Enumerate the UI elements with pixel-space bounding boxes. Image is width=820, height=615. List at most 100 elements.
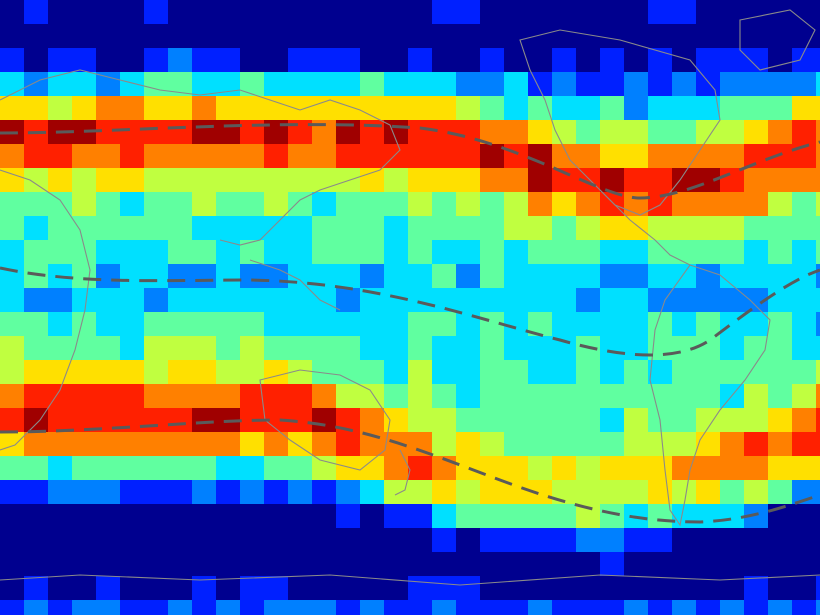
heatmap-cell — [192, 552, 216, 576]
heatmap-cell — [432, 24, 456, 48]
heatmap-cell — [216, 552, 240, 576]
heatmap-cell — [288, 576, 312, 600]
heatmap-cell — [528, 408, 552, 432]
heatmap-cell — [288, 528, 312, 552]
heatmap-cell — [576, 552, 600, 576]
heatmap-cell — [504, 408, 528, 432]
heatmap-cell — [384, 360, 408, 384]
heatmap-cell — [696, 456, 720, 480]
heatmap-cell — [792, 192, 816, 216]
heatmap-cell — [144, 288, 168, 312]
heatmap-cell — [696, 192, 720, 216]
heatmap-cell — [744, 528, 768, 552]
heatmap-cell — [408, 216, 432, 240]
heatmap-cell — [0, 240, 24, 264]
heatmap-cell — [360, 120, 384, 144]
heatmap-cell — [288, 552, 312, 576]
heatmap-cell — [120, 48, 144, 72]
heatmap-cell — [648, 96, 672, 120]
heatmap-cell — [672, 288, 696, 312]
heatmap-cell — [552, 216, 576, 240]
heatmap-cell — [384, 240, 408, 264]
heatmap-cell — [792, 576, 816, 600]
heatmap-cell — [672, 360, 696, 384]
heatmap-cell — [480, 216, 504, 240]
heatmap-cell — [120, 24, 144, 48]
heatmap-cell — [672, 600, 696, 615]
heatmap-cell — [96, 168, 120, 192]
heatmap-cell — [744, 312, 768, 336]
heatmap-cell — [504, 288, 528, 312]
heatmap-cell — [528, 504, 552, 528]
heatmap-cell — [768, 192, 792, 216]
heatmap-cell — [72, 288, 96, 312]
heatmap-cell — [216, 192, 240, 216]
heatmap-cell — [696, 504, 720, 528]
heatmap-cell — [120, 72, 144, 96]
heatmap-cell — [96, 528, 120, 552]
heatmap-cell — [600, 0, 624, 24]
heatmap-cell — [456, 96, 480, 120]
heatmap-cell — [624, 552, 648, 576]
heatmap-cell — [312, 96, 336, 120]
heatmap-cell — [552, 360, 576, 384]
heatmap-cell — [384, 336, 408, 360]
heatmap-cell — [288, 216, 312, 240]
heatmap-cell — [312, 24, 336, 48]
heatmap-cell — [96, 552, 120, 576]
heatmap-cell — [192, 96, 216, 120]
heatmap-cell — [312, 336, 336, 360]
heatmap-cell — [96, 504, 120, 528]
heatmap-cell — [264, 504, 288, 528]
heatmap-cell — [600, 168, 624, 192]
heatmap-cell — [744, 432, 768, 456]
heatmap-cell — [144, 264, 168, 288]
heatmap-cell — [528, 456, 552, 480]
heatmap-cell — [312, 480, 336, 504]
heatmap-cell — [288, 456, 312, 480]
heatmap-cell — [432, 408, 456, 432]
heatmap-cell — [720, 408, 744, 432]
heatmap-cell — [120, 120, 144, 144]
heatmap-cell — [0, 432, 24, 456]
heatmap-cell — [504, 144, 528, 168]
heatmap-cell — [456, 360, 480, 384]
heatmap-cell — [816, 480, 820, 504]
heatmap-cell — [528, 96, 552, 120]
heatmap-cell — [264, 288, 288, 312]
heatmap-cell — [600, 144, 624, 168]
heatmap-cell — [120, 456, 144, 480]
heatmap-cell — [96, 24, 120, 48]
heatmap-cell — [528, 336, 552, 360]
heatmap-cell — [744, 96, 768, 120]
heatmap-cell — [408, 72, 432, 96]
heatmap-cell — [456, 288, 480, 312]
heatmap-cell — [504, 432, 528, 456]
heatmap-cell — [216, 168, 240, 192]
heatmap-cell — [792, 408, 816, 432]
heatmap-cell — [528, 120, 552, 144]
heatmap-cell — [96, 216, 120, 240]
heatmap-cell — [144, 144, 168, 168]
heatmap-cell — [0, 312, 24, 336]
heatmap-cell — [144, 336, 168, 360]
heatmap-cell — [360, 504, 384, 528]
heatmap-cell — [744, 600, 768, 615]
heatmap-cell — [480, 576, 504, 600]
heatmap-cell — [240, 600, 264, 615]
heatmap-cell — [312, 456, 336, 480]
heatmap-cell — [360, 600, 384, 615]
heatmap-cell — [744, 408, 768, 432]
heatmap-cell — [336, 360, 360, 384]
heatmap-cell — [48, 528, 72, 552]
heatmap-cell — [552, 288, 576, 312]
heatmap-cell — [360, 72, 384, 96]
heatmap-cell — [576, 96, 600, 120]
heatmap-cell — [336, 552, 360, 576]
heatmap-cell — [240, 336, 264, 360]
heatmap-cell — [24, 456, 48, 480]
heatmap-cell — [648, 432, 672, 456]
heatmap-cell — [48, 144, 72, 168]
